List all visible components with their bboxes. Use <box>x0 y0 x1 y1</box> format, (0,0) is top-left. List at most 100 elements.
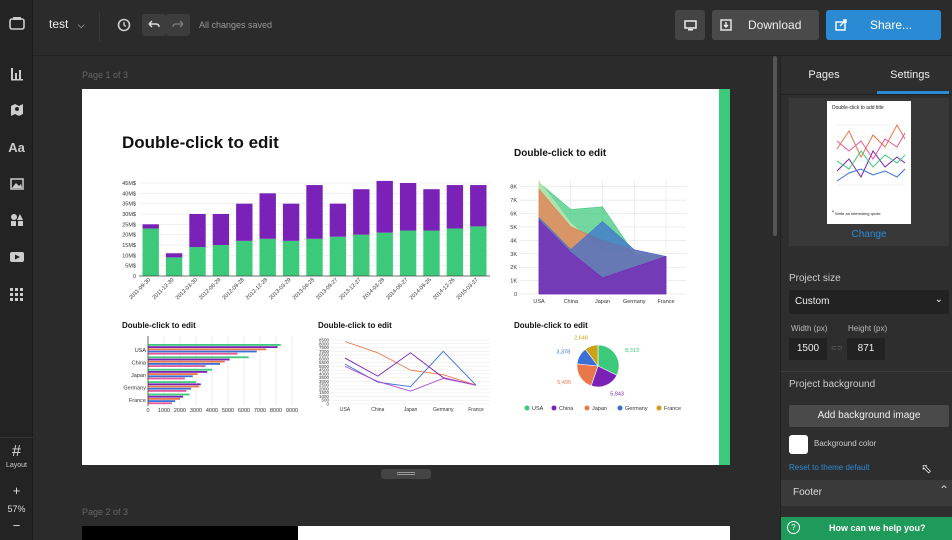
footer-label: Footer <box>793 487 822 498</box>
chart-title-hbar[interactable]: Double-click to edit <box>122 321 196 330</box>
hbar <box>148 371 208 373</box>
present-button[interactable] <box>675 10 705 40</box>
undo-button[interactable] <box>142 14 166 36</box>
hbar <box>148 350 257 353</box>
y-tick-label: France <box>129 398 146 404</box>
page-resize-handle[interactable] <box>381 469 431 479</box>
x-tick-label: 2014-03-28 <box>362 277 386 301</box>
mouse-cursor-icon: ⬁ <box>921 461 932 476</box>
theme-preview-box: Double-click to add title “ Write an int… <box>789 98 949 246</box>
y-tick-label: 5000 <box>319 364 330 369</box>
bar-segment <box>329 236 347 276</box>
y-tick-label: Japan <box>131 373 146 379</box>
bar-segment <box>470 226 487 276</box>
chevron-down-icon: ⌵ <box>77 20 85 30</box>
bar-segment <box>189 247 206 276</box>
page-title[interactable]: Double-click to edit <box>122 133 279 152</box>
page-2-preview[interactable] <box>298 526 730 540</box>
video-icon[interactable] <box>0 242 33 272</box>
x-tick-label: 2012-06-29 <box>198 277 222 301</box>
tab-pages[interactable]: Pages <box>808 69 840 81</box>
chevron-down-icon: ⌄ <box>934 294 943 305</box>
legend-label: China <box>559 406 574 412</box>
y-tick-label: Germany <box>123 385 146 391</box>
page-2-preview-dark <box>82 526 298 540</box>
bar-segment <box>470 185 487 227</box>
width-input[interactable]: 1500 <box>789 338 827 360</box>
zoom-in-button[interactable]: + <box>12 483 21 498</box>
page-accent-stripe <box>719 89 730 465</box>
quote-icon: “ <box>832 211 834 217</box>
maps-icon[interactable] <box>0 95 33 125</box>
projects-icon[interactable] <box>0 8 33 38</box>
elements-icon[interactable] <box>0 205 33 235</box>
redo-button[interactable] <box>166 14 190 36</box>
hbar <box>148 393 190 396</box>
y-tick-label: 8000 <box>319 341 330 346</box>
project-background-label: Project background <box>789 379 876 390</box>
bar-segment <box>306 185 323 239</box>
bar-segment <box>376 232 393 276</box>
bar-segment <box>399 230 417 276</box>
chart-title-line[interactable]: Double-click to edit <box>318 321 392 330</box>
bar-segment <box>423 230 440 276</box>
project-size-select[interactable]: Custom ⌄ <box>789 290 949 314</box>
x-tick-label: 6000 <box>238 408 250 414</box>
help-chat-button[interactable]: ? How can we help you? <box>781 517 952 540</box>
pie-data-label: 5,943 <box>610 392 624 398</box>
theme-thumbnail[interactable]: Double-click to add title “ Write an int… <box>827 101 911 224</box>
history-button[interactable] <box>114 15 134 35</box>
y-tick-label: 40M$ <box>122 191 136 197</box>
text-icon[interactable]: Aa <box>8 139 25 155</box>
right-panel: Pages Settings Double-click to add title… <box>780 56 952 540</box>
page-1[interactable]: Double-click to edit Double-click to edi… <box>82 89 730 465</box>
y-tick-label: 0 <box>133 274 136 280</box>
grid-hash-icon: # <box>12 443 21 460</box>
link-ratio-icon[interactable]: ⊂⊃ <box>831 345 843 352</box>
charts-icon[interactable] <box>0 59 33 89</box>
canvas-scrollbar[interactable] <box>773 56 777 236</box>
x-tick-label: 2012-09-28 <box>222 277 246 301</box>
tab-active-indicator <box>877 91 949 94</box>
hbar <box>148 360 225 363</box>
background-color-swatch[interactable] <box>789 435 808 454</box>
pie-slice <box>584 344 599 367</box>
legend-label: France <box>664 406 681 412</box>
y-tick-label: 1000 <box>319 394 330 399</box>
hbar <box>148 390 187 392</box>
apps-grid-icon[interactable] <box>0 279 33 309</box>
bar-segment <box>212 245 230 276</box>
save-status: All changes saved <box>199 20 273 30</box>
y-tick-label: 8500 <box>319 338 330 343</box>
hbar <box>148 356 249 359</box>
chart-title-area[interactable]: Double-click to edit <box>514 148 607 159</box>
y-tick-label: 20M$ <box>122 233 136 239</box>
redo-icon <box>172 20 184 28</box>
bar-segment <box>399 183 417 231</box>
height-input[interactable]: 871 <box>847 338 885 360</box>
y-tick-label: 4000 <box>319 371 330 376</box>
y-tick-label: 3000 <box>319 379 330 384</box>
x-tick-label: USA <box>533 299 545 305</box>
x-tick-label: Japan <box>404 407 418 413</box>
share-button[interactable]: Share... <box>826 10 941 40</box>
zoom-out-button[interactable]: − <box>12 518 21 533</box>
x-tick-label: 2013-09-27 <box>315 277 339 301</box>
x-tick-label: 0 <box>146 408 149 414</box>
change-theme-link[interactable]: Change <box>851 229 887 240</box>
pie-data-label: 3,378 <box>556 349 570 355</box>
layout-button[interactable]: # Layout <box>0 437 33 475</box>
chart-title-pie[interactable]: Double-click to edit <box>514 321 588 330</box>
hbar <box>148 348 267 351</box>
tab-settings[interactable]: Settings <box>890 69 930 81</box>
download-label: Download <box>748 18 802 32</box>
image-icon[interactable] <box>0 169 33 199</box>
reset-theme-link[interactable]: Reset to theme default <box>789 463 870 472</box>
layout-label: Layout <box>5 462 28 469</box>
project-name[interactable]: test ⌵ <box>49 17 85 31</box>
x-tick-label: Germany <box>623 299 646 305</box>
download-button[interactable]: Download <box>712 10 819 40</box>
add-background-image-button[interactable]: Add background image <box>789 405 949 427</box>
y-tick-label: 8K <box>510 185 517 191</box>
footer-section-header[interactable]: Footer ⌃ <box>781 480 952 506</box>
